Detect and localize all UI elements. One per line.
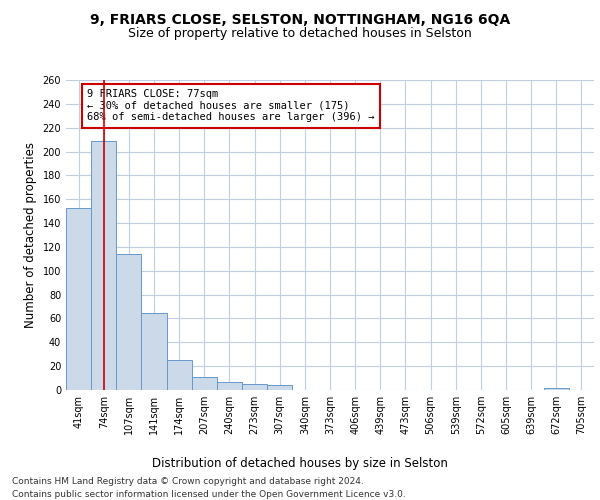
Y-axis label: Number of detached properties: Number of detached properties	[24, 142, 37, 328]
Text: Contains public sector information licensed under the Open Government Licence v3: Contains public sector information licen…	[12, 490, 406, 499]
Bar	[116, 254, 142, 390]
Bar	[167, 360, 192, 390]
Bar	[242, 384, 267, 390]
Bar	[544, 388, 569, 390]
Bar	[91, 141, 116, 390]
Text: 9 FRIARS CLOSE: 77sqm
← 30% of detached houses are smaller (175)
68% of semi-det: 9 FRIARS CLOSE: 77sqm ← 30% of detached …	[87, 90, 374, 122]
Text: Contains HM Land Registry data © Crown copyright and database right 2024.: Contains HM Land Registry data © Crown c…	[12, 478, 364, 486]
Text: Size of property relative to detached houses in Selston: Size of property relative to detached ho…	[128, 28, 472, 40]
Bar	[217, 382, 242, 390]
Bar	[267, 385, 292, 390]
Bar	[192, 377, 217, 390]
Bar	[142, 312, 167, 390]
Text: Distribution of detached houses by size in Selston: Distribution of detached houses by size …	[152, 458, 448, 470]
Bar	[66, 208, 91, 390]
Text: 9, FRIARS CLOSE, SELSTON, NOTTINGHAM, NG16 6QA: 9, FRIARS CLOSE, SELSTON, NOTTINGHAM, NG…	[90, 12, 510, 26]
